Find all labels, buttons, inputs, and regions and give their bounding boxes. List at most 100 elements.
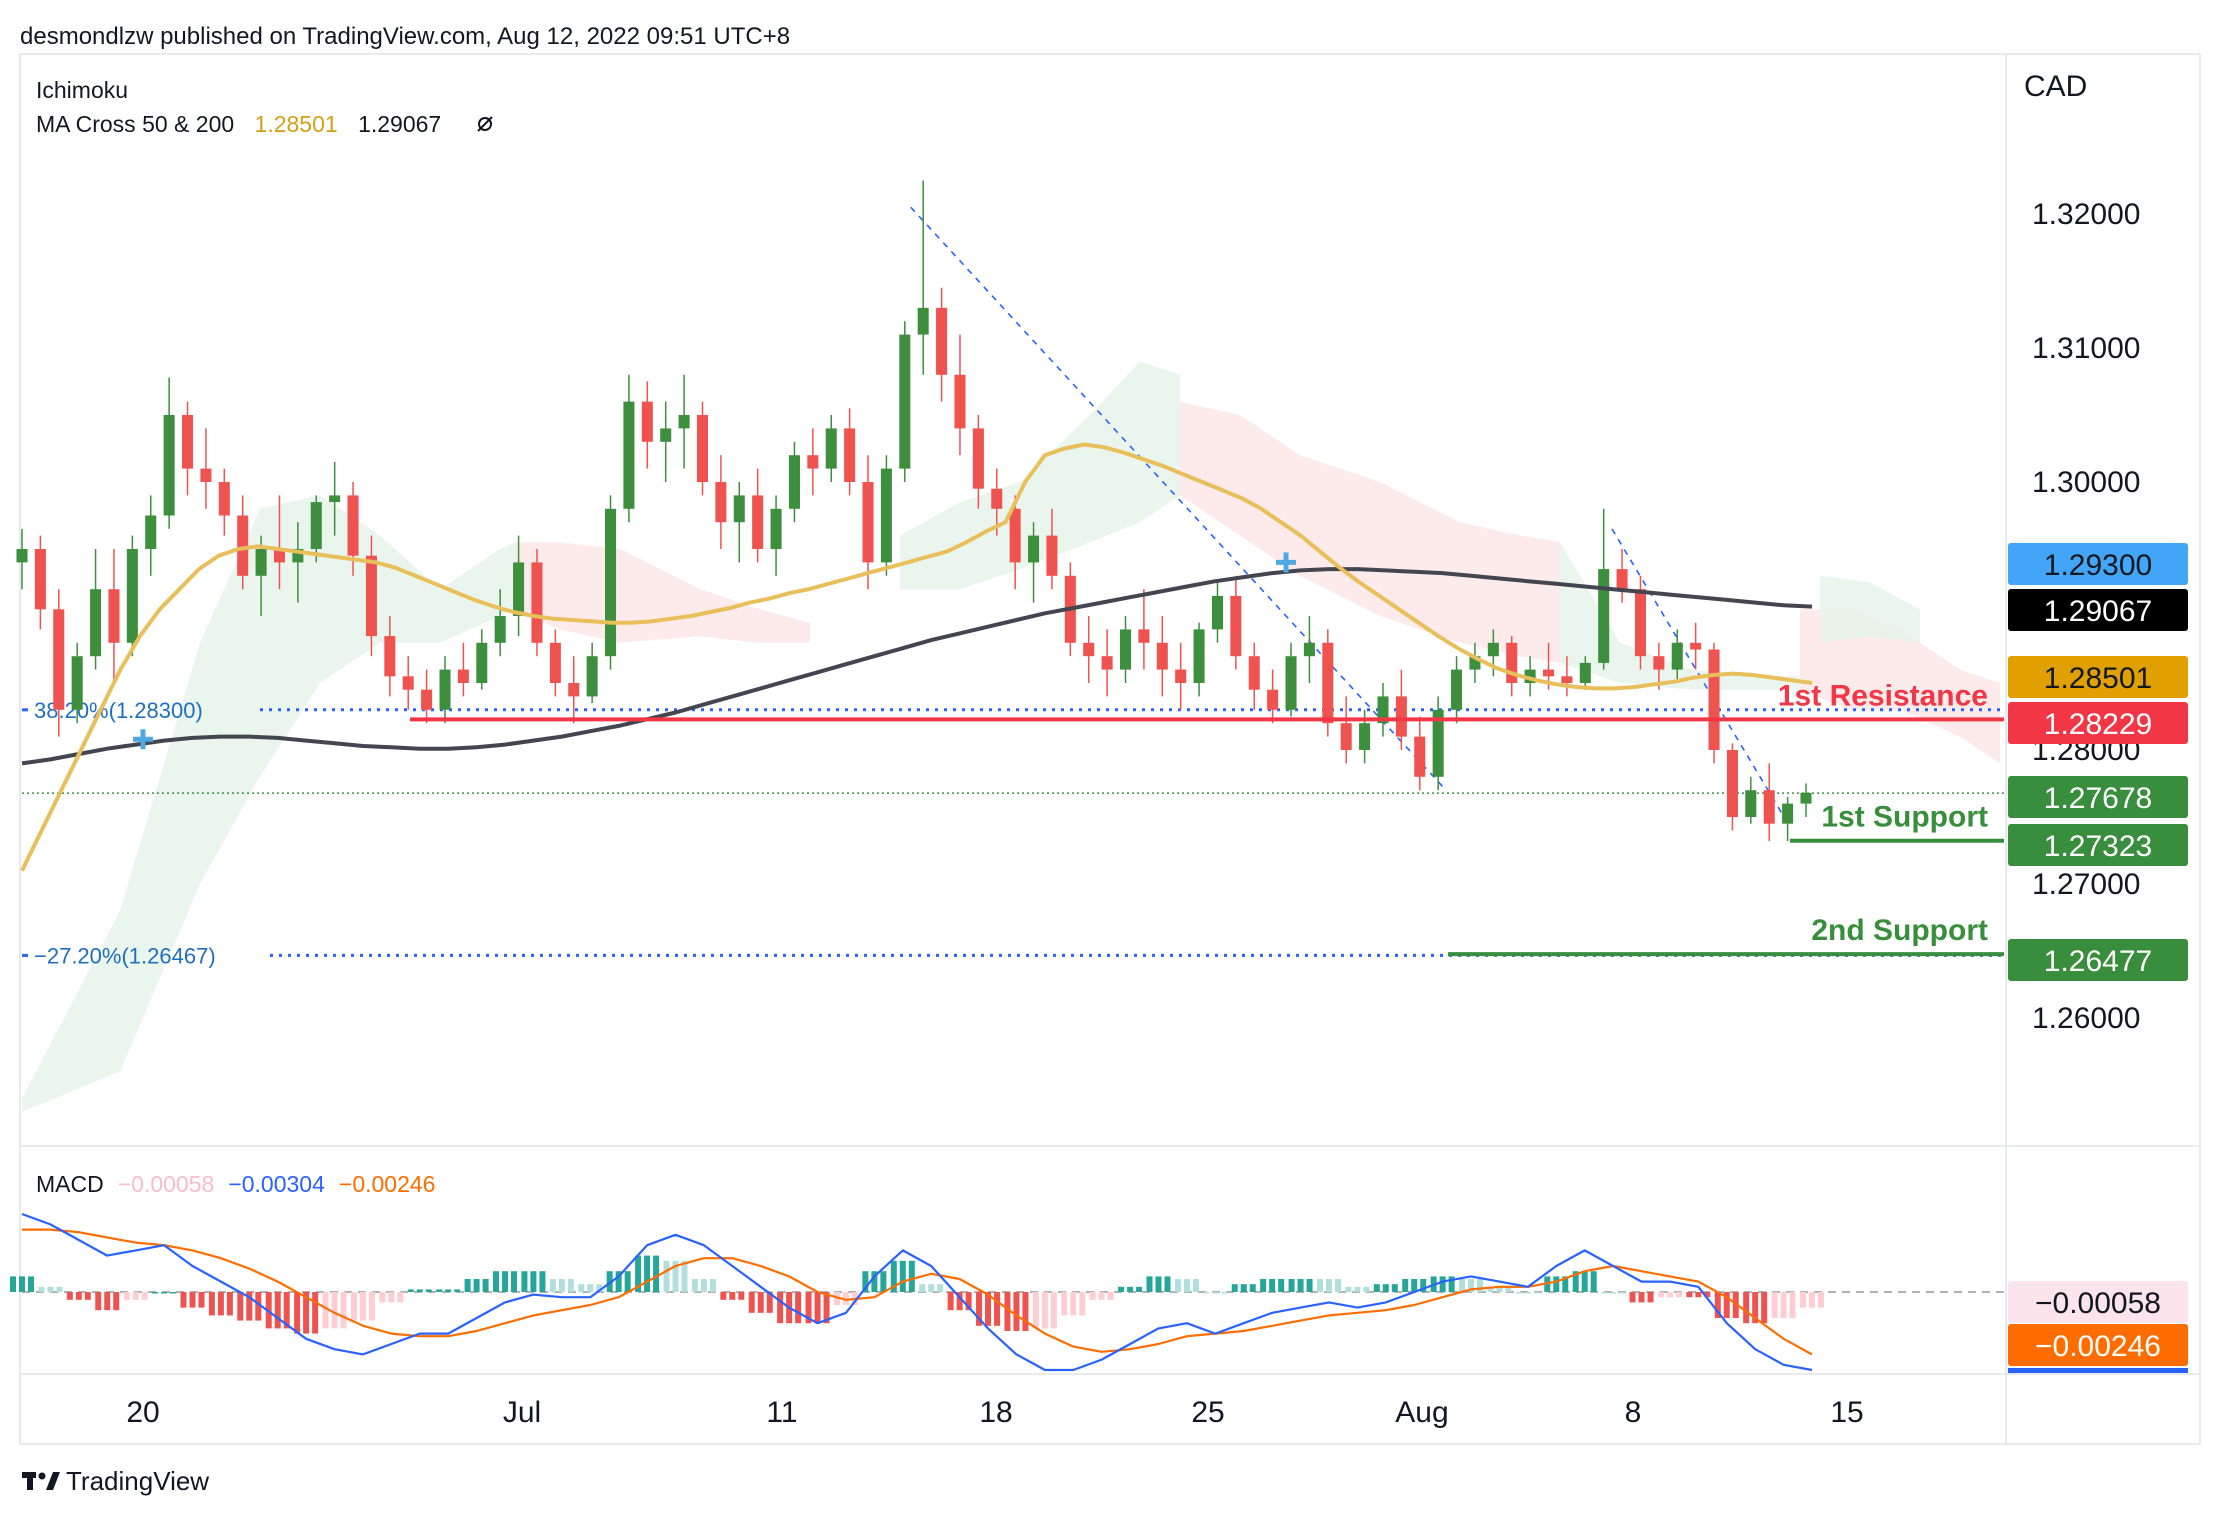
candle-body	[71, 656, 83, 710]
candle-body	[807, 455, 819, 469]
macd-badge	[2008, 1324, 2188, 1366]
macd-badge-label: −0.00058	[2035, 1287, 2161, 1320]
macd-histogram-bar	[1032, 1292, 1039, 1329]
candle-body	[1138, 629, 1150, 643]
macd-histogram-bar	[1240, 1284, 1247, 1292]
candle-body	[255, 549, 267, 576]
macd-histogram-bar	[379, 1292, 386, 1303]
candle-body	[1267, 689, 1279, 710]
macd-histogram-bar	[842, 1292, 849, 1305]
macd-histogram-bar	[1695, 1292, 1702, 1298]
macd-histogram-bar	[994, 1292, 1001, 1326]
macd-histogram-bar	[1638, 1292, 1645, 1303]
macd-histogram-bar	[1448, 1276, 1455, 1292]
candle-body	[972, 428, 984, 489]
macd-histogram-bar	[95, 1292, 102, 1311]
price-badge-label: 1.26477	[2044, 945, 2152, 978]
price-tick-label: 1.32000	[2032, 198, 2140, 231]
macd-histogram-bar	[473, 1279, 480, 1292]
macd-histogram-bar	[1212, 1292, 1219, 1294]
macd-histogram-bar	[1041, 1292, 1048, 1329]
hidden-eye-icon[interactable]	[477, 116, 493, 132]
macd-histogram-bar	[56, 1286, 63, 1292]
candle-body	[899, 334, 911, 469]
macd-histogram-bar	[1553, 1276, 1560, 1292]
candle-body	[347, 495, 359, 556]
macd-histogram-bar	[635, 1255, 642, 1292]
candle-body	[310, 502, 322, 549]
macd-histogram-bar	[350, 1292, 357, 1321]
candle-body	[421, 689, 433, 710]
candle-body	[90, 589, 102, 657]
macd-histogram-bar	[862, 1271, 869, 1292]
candle-body	[715, 482, 727, 523]
macd-histogram-bar	[1686, 1292, 1693, 1298]
macd-histogram-bar	[1533, 1292, 1540, 1294]
macd-histogram-bar	[10, 1276, 16, 1292]
cloud-segment	[1560, 542, 1800, 690]
candle-body	[1009, 508, 1021, 563]
macd-histogram-bar	[578, 1284, 585, 1292]
macd-histogram-bar	[170, 1292, 177, 1294]
macd-histogram-bar	[1752, 1292, 1759, 1324]
macd-histogram-bar	[1098, 1292, 1105, 1300]
time-tick-label: 20	[126, 1396, 159, 1429]
macd-histogram-bar	[38, 1286, 45, 1292]
time-axis: 20 Jul 11 18 25 Aug 8 15	[126, 1396, 1863, 1429]
candle-body	[1377, 696, 1389, 724]
macd-histogram-bar	[28, 1276, 34, 1292]
candle-body	[292, 549, 304, 563]
candle-body	[1542, 669, 1555, 677]
candle-body	[329, 495, 341, 503]
price-tick-label: 1.27000	[2032, 868, 2140, 901]
macd-histogram-bar	[928, 1284, 935, 1292]
cloud-segment	[22, 495, 515, 1112]
macd-histogram-bar	[1402, 1279, 1409, 1292]
macd-histogram-bar	[1572, 1271, 1579, 1292]
macd-histogram-bar	[1590, 1271, 1597, 1292]
candle-body	[1524, 669, 1536, 683]
macd-histogram-bar	[1629, 1292, 1636, 1303]
macd-histogram-bar	[1004, 1292, 1011, 1331]
candle-body	[1432, 709, 1444, 777]
macd-histogram-bar	[1050, 1292, 1057, 1329]
time-tick-label: 11	[766, 1396, 797, 1429]
cloud-segment	[1180, 401, 1560, 663]
candle-body	[531, 562, 543, 643]
time-tick-label: 18	[979, 1396, 1012, 1429]
macd-histogram-bar	[549, 1279, 556, 1292]
candle-body	[696, 415, 709, 482]
macd-histogram-bar	[180, 1292, 187, 1308]
macd-histogram-bar	[937, 1284, 944, 1292]
macd-histogram-bar	[1146, 1276, 1153, 1292]
ma50-legend-value: 1.28501	[255, 111, 338, 137]
candle-body	[200, 468, 212, 482]
candle-body	[954, 374, 966, 429]
candle-body	[1046, 535, 1058, 576]
ma200-legend-value: 1.29067	[358, 111, 441, 137]
macd-histogram-bar	[1496, 1286, 1503, 1292]
macd-histogram-bar	[1127, 1286, 1134, 1292]
macd-histogram-bar	[1657, 1292, 1664, 1298]
macd-histogram-bar	[1363, 1286, 1370, 1292]
price-axis: CAD1.320001.310001.300001.280001.270001.…	[2008, 70, 2188, 1035]
macd-histogram-bar	[198, 1292, 205, 1308]
macd-histogram-bar	[217, 1292, 224, 1316]
currency-label: CAD	[2024, 70, 2087, 103]
macd-histogram-bar	[1809, 1292, 1815, 1308]
macd-histogram-bar	[1079, 1292, 1086, 1316]
moving-averages	[20, 442, 1813, 872]
macd-histogram-bar	[729, 1292, 736, 1300]
candle-body	[1598, 569, 1610, 663]
macd-histogram-bar	[312, 1292, 319, 1334]
macd-histogram-bar	[84, 1292, 91, 1300]
price-badge	[2008, 543, 2188, 585]
macd-histogram-bar	[805, 1292, 812, 1324]
macd-histogram-bar	[1089, 1292, 1096, 1300]
candle-body	[936, 307, 948, 375]
macd-histogram-bar	[1420, 1279, 1427, 1292]
macd-histogram-bar	[1354, 1286, 1361, 1292]
macd-histogram-bar	[397, 1292, 404, 1303]
macd-histogram-bar	[511, 1271, 518, 1292]
macd-histogram-bar	[606, 1271, 613, 1292]
